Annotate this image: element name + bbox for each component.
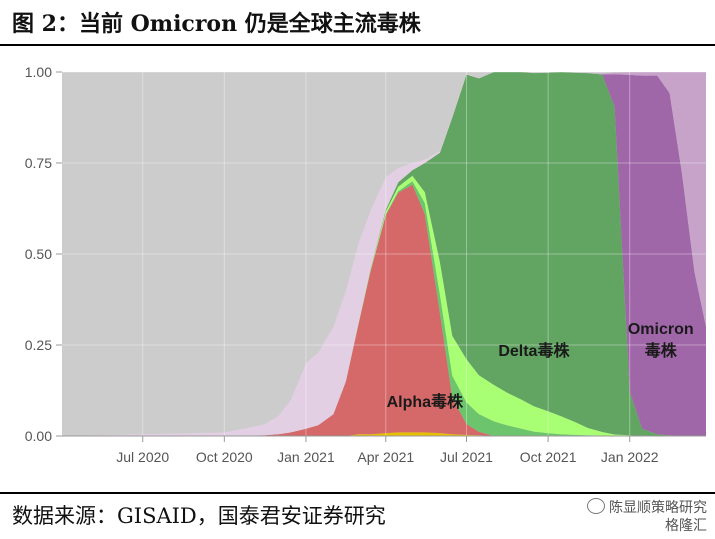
y-tick-label: 0.25 <box>25 337 52 353</box>
source-note: 数据来源：GISAID，国泰君安证券研究 <box>12 504 386 528</box>
x-tick-label: Oct 2021 <box>520 449 577 465</box>
annotation-label: Delta毒株 <box>498 341 570 360</box>
y-tick-label: 0.00 <box>25 428 52 444</box>
y-tick-label: 1.00 <box>25 64 52 80</box>
x-tick-label: Jan 2021 <box>277 449 335 465</box>
watermark-line1: 陈显顺策略研究 <box>609 500 707 516</box>
series-area-8 <box>62 72 706 436</box>
x-tick-label: Oct 2020 <box>196 449 253 465</box>
series-area-5 <box>62 72 706 436</box>
figure-title: 图 2：当前 Omicron 仍是全球主流毒株 <box>12 11 421 37</box>
x-tick-label: Jul 2021 <box>440 449 493 465</box>
annotation-label: Omicron <box>628 321 694 338</box>
annotation-label: Alpha毒株 <box>387 392 464 411</box>
source-bar: 数据来源：GISAID，国泰君安证券研究 陈显顺策略研究 格隆汇 <box>0 492 715 539</box>
watermark: 陈显顺策略研究 格隆汇 <box>587 498 707 535</box>
wechat-icon <box>587 498 605 514</box>
x-tick-label: Jul 2020 <box>116 449 169 465</box>
title-bar: 图 2：当前 Omicron 仍是全球主流毒株 <box>0 0 715 46</box>
series-area-4 <box>62 72 706 436</box>
watermark-line2: 格隆汇 <box>665 518 707 534</box>
x-tick-label: Jan 2022 <box>601 449 659 465</box>
annotation-label: 毒株 <box>645 341 678 360</box>
series-area-0 <box>62 432 706 436</box>
chart-area: 0.00 0.25 0.50 0.75 1.00 Jul 2020 Oct 2020 Jan … <box>0 48 715 478</box>
x-tick-label: Apr 2021 <box>357 449 414 465</box>
y-tick-label: 0.75 <box>25 155 52 171</box>
y-tick-label: 0.50 <box>25 246 52 262</box>
series-area-1 <box>62 184 706 436</box>
stacked-area-chart: 0.00 0.25 0.50 0.75 1.00 Jul 2020 Oct 2020 Jan … <box>25 64 706 465</box>
